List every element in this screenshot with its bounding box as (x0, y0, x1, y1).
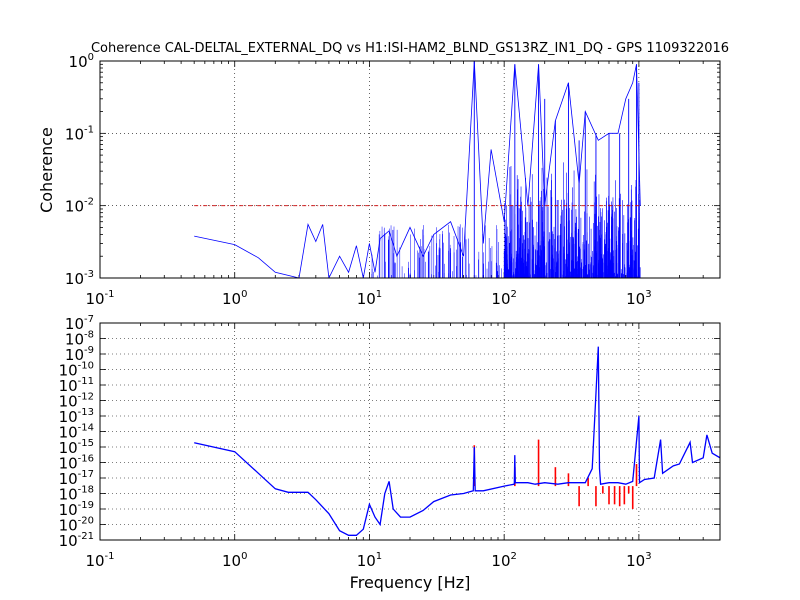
bottom-spectrum-plot: 10-1 100 101 102 10310-2110-2010-1910-1810-1… (59, 314, 721, 570)
grid (100, 323, 720, 540)
top-y-tick-label: 100 (69, 52, 94, 71)
top-y-axis-label: Coherence (37, 127, 56, 213)
top-y-tick-label: 10-1 (65, 124, 94, 143)
bottom-x-tick-label: 100 (222, 551, 247, 570)
top-x-tick-label: 101 (357, 289, 382, 308)
bottom-y-tick-label: 10-10 (59, 361, 94, 380)
bottom-y-tick-label: 10-11 (59, 376, 94, 395)
bottom-y-tick-label: 10-8 (65, 330, 94, 349)
spectrum-line (194, 346, 720, 536)
top-y-tick-label: 10-3 (65, 269, 94, 288)
bottom-y-tick-label: 10-16 (59, 454, 94, 473)
bottom-y-tick-label: 10-17 (59, 469, 94, 488)
bottom-y-tick-label: 10-15 (59, 438, 94, 457)
bottom-y-tick-label: 10-13 (59, 407, 94, 426)
coherence-dense-band (371, 162, 641, 278)
top-coherence-plot: 10-1 100 101 102 103 10-3 10-2 10-1 100 (65, 52, 721, 308)
bottom-y-tick-label: 10-20 (59, 516, 94, 535)
bottom-y-tick-label: 10-18 (59, 485, 94, 504)
bottom-x-tick-label: 102 (491, 551, 516, 570)
bottom-y-tick-label: 10-21 (59, 531, 94, 550)
top-x-tick-label: 10-1 (85, 289, 114, 308)
bottom-x-tick-label: 101 (357, 551, 382, 570)
top-plot-frame (99, 60, 721, 279)
bottom-y-tick-label: 10-12 (59, 392, 94, 411)
top-x-tick-label: 102 (491, 289, 516, 308)
bottom-y-tick-label: 10-9 (65, 345, 94, 364)
bottom-y-tick-label: 10-7 (65, 314, 94, 333)
bottom-y-tick-label: 10-14 (59, 423, 94, 442)
top-x-tick-label: 103 (626, 289, 651, 308)
coherence-line (194, 61, 641, 278)
bottom-plot-frame (99, 322, 721, 541)
top-x-tick-label: 100 (222, 289, 247, 308)
bottom-x-tick-label: 10-1 (85, 551, 114, 570)
bottom-y-tick-label: 10-19 (59, 500, 94, 519)
top-chart-title: Coherence CAL-DELTAL_EXTERNAL_DQ vs H1:I… (91, 41, 729, 56)
bottom-x-axis-label: Frequency [Hz] (350, 573, 471, 592)
bottom-x-tick-label: 103 (626, 551, 651, 570)
top-y-tick-label: 10-2 (65, 197, 94, 216)
